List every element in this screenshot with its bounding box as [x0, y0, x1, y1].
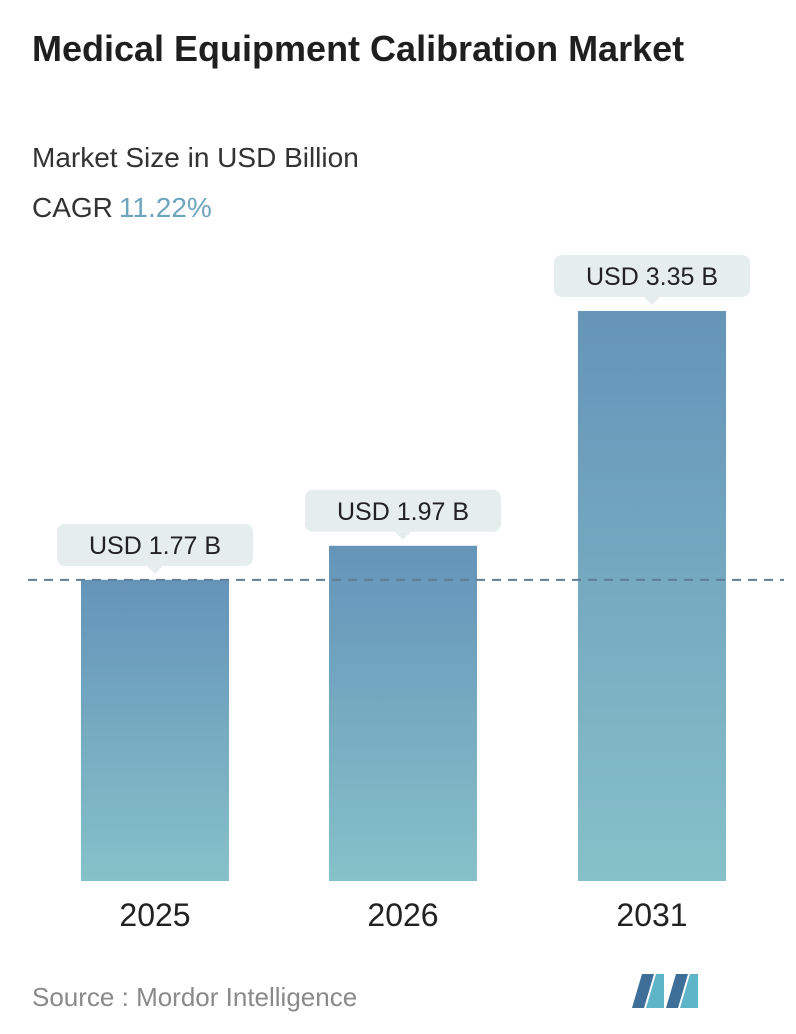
- data-label-text: USD 1.77 B: [89, 532, 221, 560]
- source-text: Source : Mordor Intelligence: [32, 980, 357, 1014]
- source-label: Source :: [32, 982, 129, 1012]
- x-tick-label-2026: 2026: [367, 897, 438, 933]
- bar-2026: [329, 545, 477, 881]
- cagr-value: 11.22%: [118, 192, 212, 223]
- bar-2025: [81, 579, 229, 881]
- chart-title: Medical Equipment Calibration Market: [32, 28, 685, 69]
- bars-group: [81, 311, 726, 881]
- data-label-2026: USD 1.97 B: [305, 489, 501, 540]
- chart-subtitle: Market Size in USD Billion: [32, 142, 359, 173]
- source-name: Mordor Intelligence: [136, 982, 358, 1012]
- data-label-2031: USD 3.35 B: [554, 255, 750, 305]
- data-labels-group: USD 1.77 B USD 1.97 B USD 3.35 B: [57, 255, 750, 574]
- mordor-intelligence-logo: [632, 974, 698, 1008]
- data-label-text: USD 1.97 B: [337, 498, 469, 526]
- cagr-line: CAGR 11.22%: [32, 190, 212, 226]
- bar-2031: [578, 311, 726, 881]
- x-tick-label-2031: 2031: [616, 897, 687, 933]
- data-label-text: USD 3.35 B: [586, 263, 718, 291]
- x-axis-ticks-group: 2025 2026 2031: [119, 897, 687, 933]
- data-label-2025: USD 1.77 B: [57, 523, 253, 574]
- x-tick-label-2025: 2025: [119, 897, 190, 933]
- cagr-label: CAGR: [32, 192, 113, 223]
